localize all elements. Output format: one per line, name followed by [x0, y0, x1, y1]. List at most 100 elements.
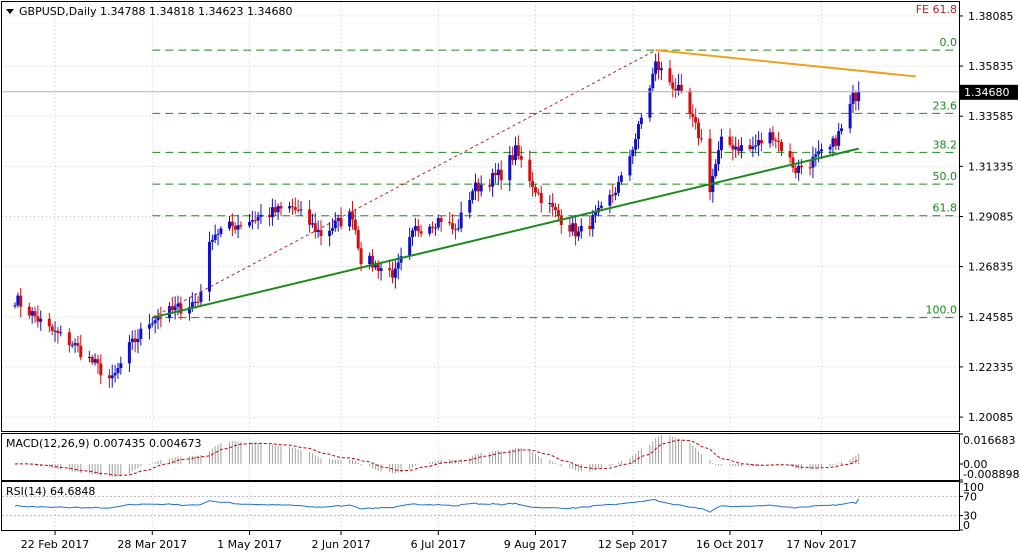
- current-price-value: 1.34680: [964, 86, 1010, 99]
- candle-body: [393, 268, 397, 278]
- candle-body: [748, 145, 752, 150]
- price-tick-label: 1.26835: [968, 261, 1014, 274]
- candle-body: [531, 181, 535, 188]
- fe-label: FE 61.8: [916, 3, 957, 16]
- candle-body: [857, 91, 861, 102]
- candle-body: [648, 88, 652, 118]
- candle-body: [153, 320, 157, 324]
- trendline-resistance: [655, 49, 917, 78]
- candle-body: [473, 182, 477, 192]
- candle-body: [814, 154, 818, 157]
- candle-body: [310, 223, 314, 225]
- macd-pane-frame: [1, 433, 960, 481]
- candle-body: [671, 82, 675, 89]
- candle-body: [759, 140, 763, 144]
- time-tick-label: 6 Jul 2017: [411, 538, 466, 551]
- candle-body: [53, 330, 57, 332]
- candle-body: [428, 226, 432, 234]
- candle-body: [228, 221, 231, 229]
- candle-body: [691, 114, 695, 118]
- candle-body: [714, 164, 718, 177]
- candle-body: [508, 155, 512, 181]
- candle-body: [728, 136, 732, 145]
- rsi-tick-label: 0: [963, 519, 970, 532]
- candle-body: [399, 256, 403, 263]
- candle-body: [491, 172, 495, 187]
- macd-signal-line: [14, 439, 859, 476]
- candle-body: [159, 317, 163, 319]
- candle-body: [831, 138, 835, 147]
- price-tick-label: 1.24585: [968, 311, 1014, 324]
- macd-tick-label: 0.00: [963, 458, 988, 471]
- candle-body: [219, 228, 223, 234]
- candle-body: [30, 311, 34, 316]
- candle-body: [651, 73, 655, 89]
- fib-level-label: 0.0: [940, 36, 958, 49]
- macd-axis: 0.016683 0.00-0.008898: [959, 433, 1019, 481]
- candle-body: [854, 92, 858, 102]
- candle-body: [216, 233, 220, 235]
- candle-body: [293, 207, 297, 210]
- candle-body: [771, 132, 775, 141]
- menu-triangle-icon[interactable]: [6, 9, 14, 14]
- fib-level-label: 50.0: [933, 170, 958, 183]
- candle-body: [290, 206, 294, 208]
- candle-body: [328, 230, 332, 236]
- candle-body: [70, 344, 74, 346]
- candle-body: [794, 167, 798, 173]
- candle-body: [173, 306, 177, 311]
- candle-body: [439, 218, 443, 222]
- candle-body: [16, 295, 20, 306]
- candle-body: [59, 332, 63, 334]
- candle-body: [50, 326, 54, 331]
- candle-body: [373, 263, 377, 268]
- ohlc-values: 1.34788 1.34818 1.34623 1.34680: [100, 5, 292, 18]
- candle-body: [93, 359, 97, 363]
- candle-body: [734, 146, 738, 150]
- rsi-pane-frame: [1, 481, 960, 531]
- candle-body: [459, 212, 463, 229]
- candle-body: [679, 84, 683, 91]
- candle-body: [79, 345, 83, 358]
- candle-body: [694, 117, 698, 123]
- candle-body: [848, 103, 852, 129]
- candle-body: [556, 210, 560, 217]
- price-tick-label: 1.38085: [968, 10, 1014, 23]
- candle-body: [828, 146, 832, 150]
- trendline-fib-swing: [152, 49, 656, 319]
- candle-body: [330, 228, 334, 231]
- macd-tick-label: 0.016683: [963, 434, 1016, 447]
- candle-body: [107, 375, 111, 379]
- candle-body: [388, 268, 392, 271]
- time-tick-label: 16 Oct 2017: [696, 538, 764, 551]
- candle-body: [73, 343, 77, 345]
- candle-body: [608, 194, 612, 206]
- candle-body: [708, 138, 712, 193]
- candle-body: [39, 318, 43, 322]
- candle-body: [536, 192, 540, 194]
- time-tick-label: 12 Sep 2017: [598, 538, 668, 551]
- candle-body: [777, 140, 781, 143]
- candle-body: [616, 181, 620, 193]
- candle-body: [336, 218, 340, 221]
- candle-body: [196, 301, 200, 303]
- candle-body: [356, 230, 360, 249]
- candle-body: [634, 139, 638, 150]
- rsi-tick-label: 70: [963, 490, 977, 503]
- candle-body: [800, 165, 803, 168]
- time-axis: 22 Feb 2017 28 Mar 2017 1 May 2017 2 Jun 20…: [21, 530, 857, 551]
- candle-body: [33, 311, 37, 317]
- candle-body: [379, 268, 383, 272]
- fibonacci-labels: 0.0 23.6 38.2 50.0 61.8 100.0: [926, 36, 958, 316]
- candle-body: [779, 142, 783, 152]
- candle-body: [737, 146, 741, 152]
- candle-body: [493, 172, 497, 176]
- time-tick-label: 28 Mar 2017: [117, 538, 187, 551]
- candle-body: [768, 132, 772, 144]
- candle-body: [639, 117, 643, 125]
- price-tick-label: 1.29085: [968, 211, 1014, 224]
- candle-body: [250, 220, 254, 222]
- fib-level-label: 100.0: [926, 304, 958, 317]
- candle-body: [156, 317, 160, 321]
- candle-body: [371, 255, 374, 268]
